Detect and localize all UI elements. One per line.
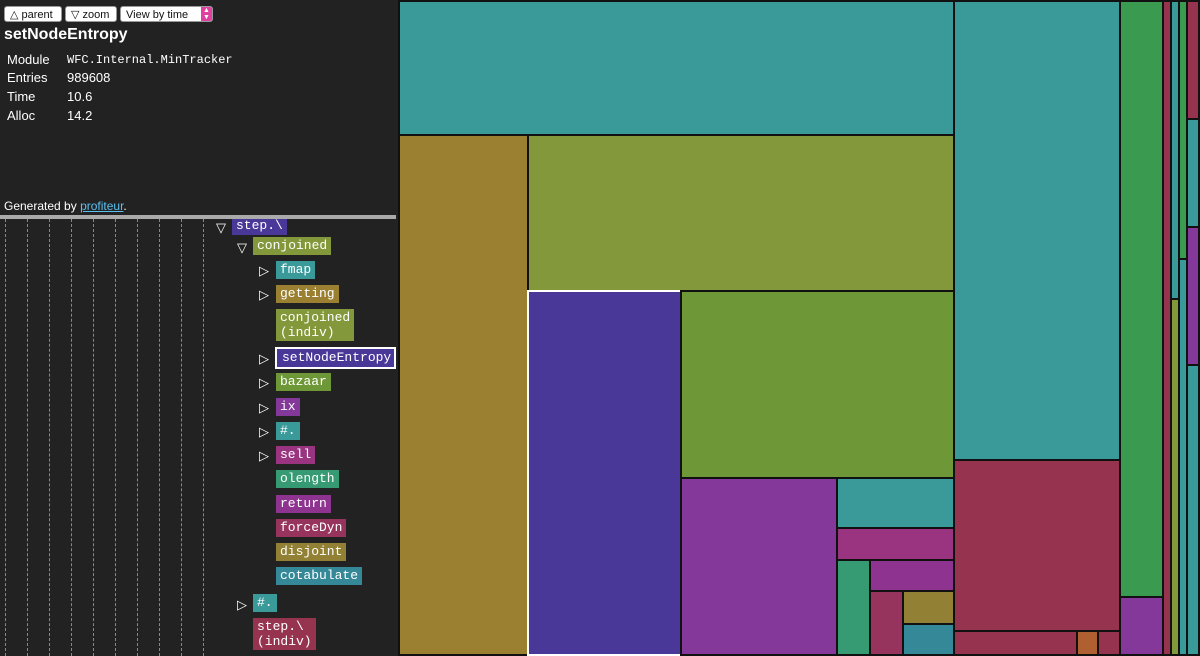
- tree-node-olength[interactable]: olength: [276, 470, 339, 488]
- tree-guide-line: [115, 219, 116, 656]
- entries-label: Entries: [7, 70, 48, 85]
- tree-node-setnodeentropy-selected[interactable]: setNodeEntropy: [275, 347, 396, 369]
- tree-node-cotabulate[interactable]: cotabulate: [276, 567, 363, 585]
- treemap-cell-return[interactable]: [869, 559, 955, 592]
- treemap-cell-bazaar[interactable]: [680, 290, 955, 479]
- treemap-cell[interactable]: [1186, 364, 1200, 656]
- time-value: 10.6: [67, 89, 93, 104]
- generated-prefix: Generated by: [4, 199, 81, 213]
- treemap-cell-setnodeentropy-selected[interactable]: [527, 290, 682, 656]
- treemap-cell-cotabulate[interactable]: [902, 623, 955, 656]
- generated-by-note: Generated by profiteur.: [4, 199, 127, 213]
- tree-node-return[interactable]: return: [276, 495, 331, 513]
- cost-centre-tree: ▽ step.\ ▽ conjoined ▷ fmap ▷ getting co…: [0, 219, 396, 656]
- treemap-cell-ix[interactable]: [680, 477, 838, 656]
- tree-guide-line: [93, 219, 94, 656]
- tree-guide-line: [27, 219, 28, 656]
- zoom-button[interactable]: ▽ zoom: [65, 6, 117, 22]
- treemap-cell-disjoint[interactable]: [902, 590, 955, 625]
- tree-guide-line: [5, 219, 6, 656]
- tree-node-conjoined-indiv[interactable]: conjoined (indiv): [276, 309, 355, 341]
- treemap-cell[interactable]: [1097, 630, 1121, 656]
- module-value: WFC.Internal.MinTracker: [67, 53, 233, 67]
- expand-triangle-icon[interactable]: ▷: [259, 287, 269, 302]
- view-by-select-value: View by time: [126, 9, 189, 21]
- treemap-cell-olength[interactable]: [836, 559, 871, 656]
- tree-node-step-indiv[interactable]: step.\ (indiv): [253, 618, 316, 650]
- expand-triangle-icon[interactable]: ▷: [259, 424, 269, 439]
- expand-triangle-icon[interactable]: ▷: [259, 375, 269, 390]
- treemap-cell-step-indiv[interactable]: [953, 459, 1121, 632]
- expand-triangle-icon[interactable]: ▷: [259, 351, 269, 366]
- tree-node-step[interactable]: step.\: [232, 219, 287, 235]
- treemap-cell[interactable]: [1119, 0, 1164, 598]
- treemap-cell[interactable]: [1186, 118, 1200, 228]
- time-label: Time: [7, 89, 36, 104]
- treemap-cell-hash[interactable]: [836, 477, 955, 529]
- expand-triangle-icon[interactable]: ▷: [259, 263, 269, 278]
- tree-node-ix[interactable]: ix: [276, 398, 300, 416]
- treemap-cell-forcedyn[interactable]: [869, 590, 904, 656]
- treemap-cell[interactable]: [1119, 596, 1164, 656]
- tree-node-hash[interactable]: #.: [276, 422, 300, 440]
- expand-triangle-icon[interactable]: ▷: [237, 597, 247, 612]
- tree-node-disjoint[interactable]: disjoint: [276, 543, 347, 561]
- tree-node-hash-sibling[interactable]: #.: [253, 594, 277, 612]
- tree-node-conjoined[interactable]: conjoined: [253, 237, 332, 255]
- expand-triangle-icon[interactable]: ▷: [259, 400, 269, 415]
- select-arrows-icon: ▲ ▼: [201, 7, 212, 21]
- treemap-cell-getting[interactable]: [398, 134, 529, 656]
- generated-suffix: .: [123, 199, 127, 213]
- alloc-label: Alloc: [7, 108, 36, 123]
- collapse-triangle-icon[interactable]: ▽: [216, 220, 226, 235]
- treemap-cell-hash-sibling[interactable]: [953, 0, 1121, 461]
- treemap-cell[interactable]: [1186, 0, 1200, 120]
- tree-node-sell[interactable]: sell: [276, 446, 316, 464]
- treemap-cell[interactable]: [953, 630, 1078, 656]
- parent-button[interactable]: △ parent: [4, 6, 62, 22]
- tree-guide-line: [49, 219, 50, 656]
- alloc-value: 14.2: [67, 108, 93, 123]
- tree-guide-line: [181, 219, 182, 656]
- tree-guide-line: [203, 219, 204, 656]
- panel-divider[interactable]: [0, 215, 396, 219]
- expand-triangle-icon[interactable]: ▷: [259, 448, 269, 463]
- profiteur-link[interactable]: profiteur: [80, 199, 124, 213]
- entries-value: 989608: [67, 70, 111, 85]
- tree-node-getting[interactable]: getting: [276, 285, 339, 303]
- treemap-cell-conjoined-indiv[interactable]: [527, 134, 955, 292]
- tree-node-fmap[interactable]: fmap: [276, 261, 316, 279]
- treemap-cell-fmap[interactable]: [398, 0, 955, 136]
- view-by-select[interactable]: View by time ▲ ▼: [120, 6, 213, 22]
- tree-guide-line: [71, 219, 72, 656]
- tree-guide-line: [137, 219, 138, 656]
- cost-centre-title: setNodeEntropy: [4, 26, 128, 43]
- treemap-cell-sell[interactable]: [836, 527, 955, 561]
- treemap-cell[interactable]: [1186, 226, 1200, 366]
- treemap[interactable]: [398, 0, 1200, 656]
- module-label: Module: [7, 52, 50, 67]
- collapse-triangle-icon[interactable]: ▽: [237, 240, 247, 255]
- tree-node-forcedyn[interactable]: forceDyn: [276, 519, 347, 537]
- left-panel: △ parent ▽ zoom View by time ▲ ▼ setNodeE…: [0, 0, 396, 656]
- treemap-cell[interactable]: [1076, 630, 1099, 656]
- tree-guide-line: [159, 219, 160, 656]
- tree-node-bazaar[interactable]: bazaar: [276, 373, 331, 391]
- info-panel: △ parent ▽ zoom View by time ▲ ▼ setNodeE…: [0, 0, 396, 215]
